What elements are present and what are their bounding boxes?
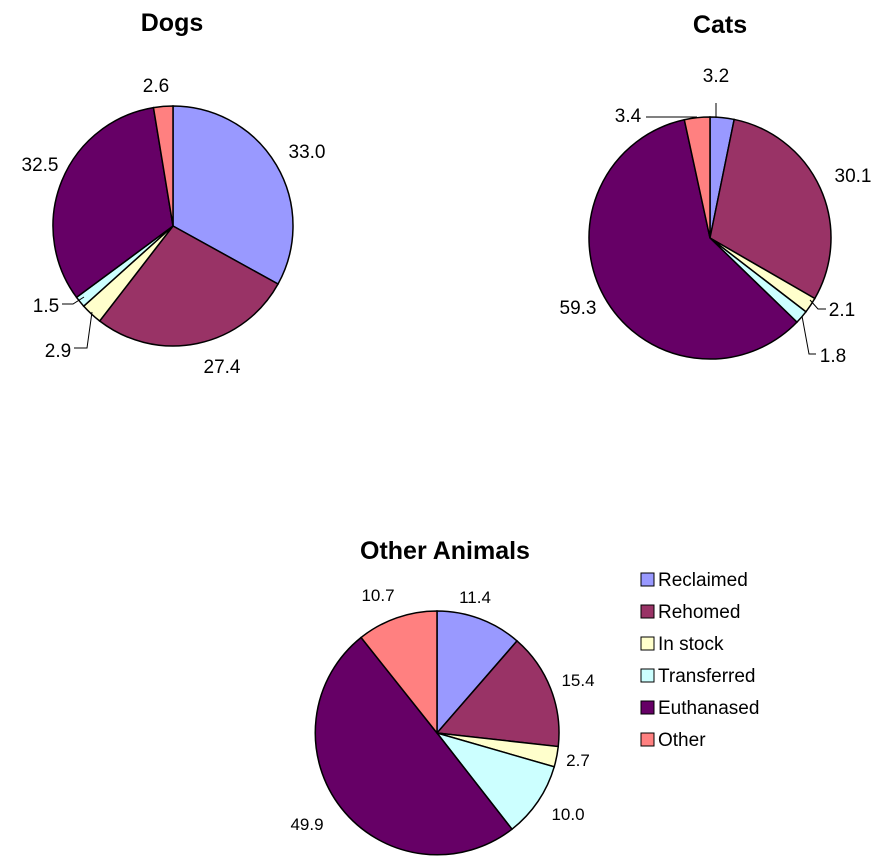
pie-slice-other-animals-euthanased — [314, 636, 514, 856]
data-label-cats-other: 3.4 — [615, 106, 642, 127]
pie-slice-cats-euthanased — [588, 118, 799, 360]
pie-slice-dogs-reclaimed — [172, 105, 294, 286]
data-label-cats-transferred: 1.8 — [820, 346, 846, 367]
legend-label-in-stock: In stock — [658, 634, 724, 655]
chart-title-other-animals: Other Animals — [360, 537, 530, 565]
pie-slice-cats-other — [683, 116, 711, 239]
legend-swatch-reclaimed — [640, 572, 655, 587]
legend-label-rehomed: Rehomed — [658, 602, 740, 623]
legend-swatch-in-stock — [640, 636, 655, 651]
data-label-other-animals-in-stock: 2.7 — [566, 751, 590, 770]
pie-slice-other-animals-other — [360, 610, 438, 736]
pie-chart-other-animals: Other Animals 11.4 15.4 2.7 10.0 49.9 10.7 — [290, 537, 595, 856]
data-label-dogs-reclaimed: 33.0 — [289, 142, 326, 163]
leader-line-dogs-in-stock — [74, 311, 93, 349]
chart-title-dogs: Dogs — [141, 9, 204, 37]
pie-slice-dogs-rehomed — [98, 225, 280, 347]
legend-label-transferred: Transferred — [658, 666, 756, 687]
data-label-other-animals-reclaimed: 11.4 — [459, 588, 491, 607]
legend-swatch-rehomed — [640, 604, 655, 619]
data-label-dogs-other: 2.6 — [143, 76, 169, 97]
pie-slice-dogs-euthanased — [52, 106, 174, 299]
data-label-cats-rehomed: 30.1 — [835, 166, 872, 187]
leader-line-dogs-transferred — [62, 296, 85, 305]
pie-slice-other-animals-rehomed — [435, 639, 560, 748]
pie-slice-dogs-other — [152, 105, 174, 227]
pie-slice-other-animals-reclaimed — [436, 610, 519, 736]
data-label-dogs-transferred: 1.5 — [33, 296, 59, 317]
legend-swatch-euthanased — [640, 700, 655, 715]
pie-slice-other-animals-transferred — [434, 731, 556, 831]
data-label-other-animals-transferred: 10.0 — [551, 805, 584, 824]
legend-swatch-other — [640, 732, 655, 747]
legend-swatch-transferred — [640, 668, 655, 683]
chart-title-cats: Cats — [693, 11, 747, 39]
pie-chart-cats: Cats 3.2 30.1 2.1 1.8 59.3 3.4 — [560, 11, 872, 367]
legend-label-other: Other — [658, 730, 706, 751]
legend-label-euthanased: Euthanased — [658, 698, 759, 719]
data-label-other-animals-other: 10.7 — [361, 586, 394, 605]
leader-line-cats-transferred — [801, 315, 816, 355]
data-label-other-animals-rehomed: 15.4 — [561, 671, 594, 690]
data-label-dogs-euthanased: 32.5 — [22, 155, 59, 176]
pie-slice-cats-rehomed — [709, 118, 832, 300]
chart-legend: Reclaimed Rehomed In stock Transferred Eutha… — [640, 570, 759, 751]
data-label-dogs-in-stock: 2.9 — [45, 341, 71, 362]
data-label-cats-reclaimed: 3.2 — [703, 66, 729, 87]
data-label-cats-euthanased: 59.3 — [560, 298, 597, 319]
data-label-other-animals-euthanased: 49.9 — [290, 815, 323, 834]
legend-label-reclaimed: Reclaimed — [658, 570, 748, 591]
leader-line-cats-in-stock — [809, 299, 826, 310]
pie-chart-dogs: Dogs 33.0 27.4 2.9 1.5 32.5 2.6 — [22, 9, 326, 378]
data-label-cats-in-stock: 2.1 — [829, 300, 855, 321]
data-label-dogs-rehomed: 27.4 — [204, 357, 241, 378]
